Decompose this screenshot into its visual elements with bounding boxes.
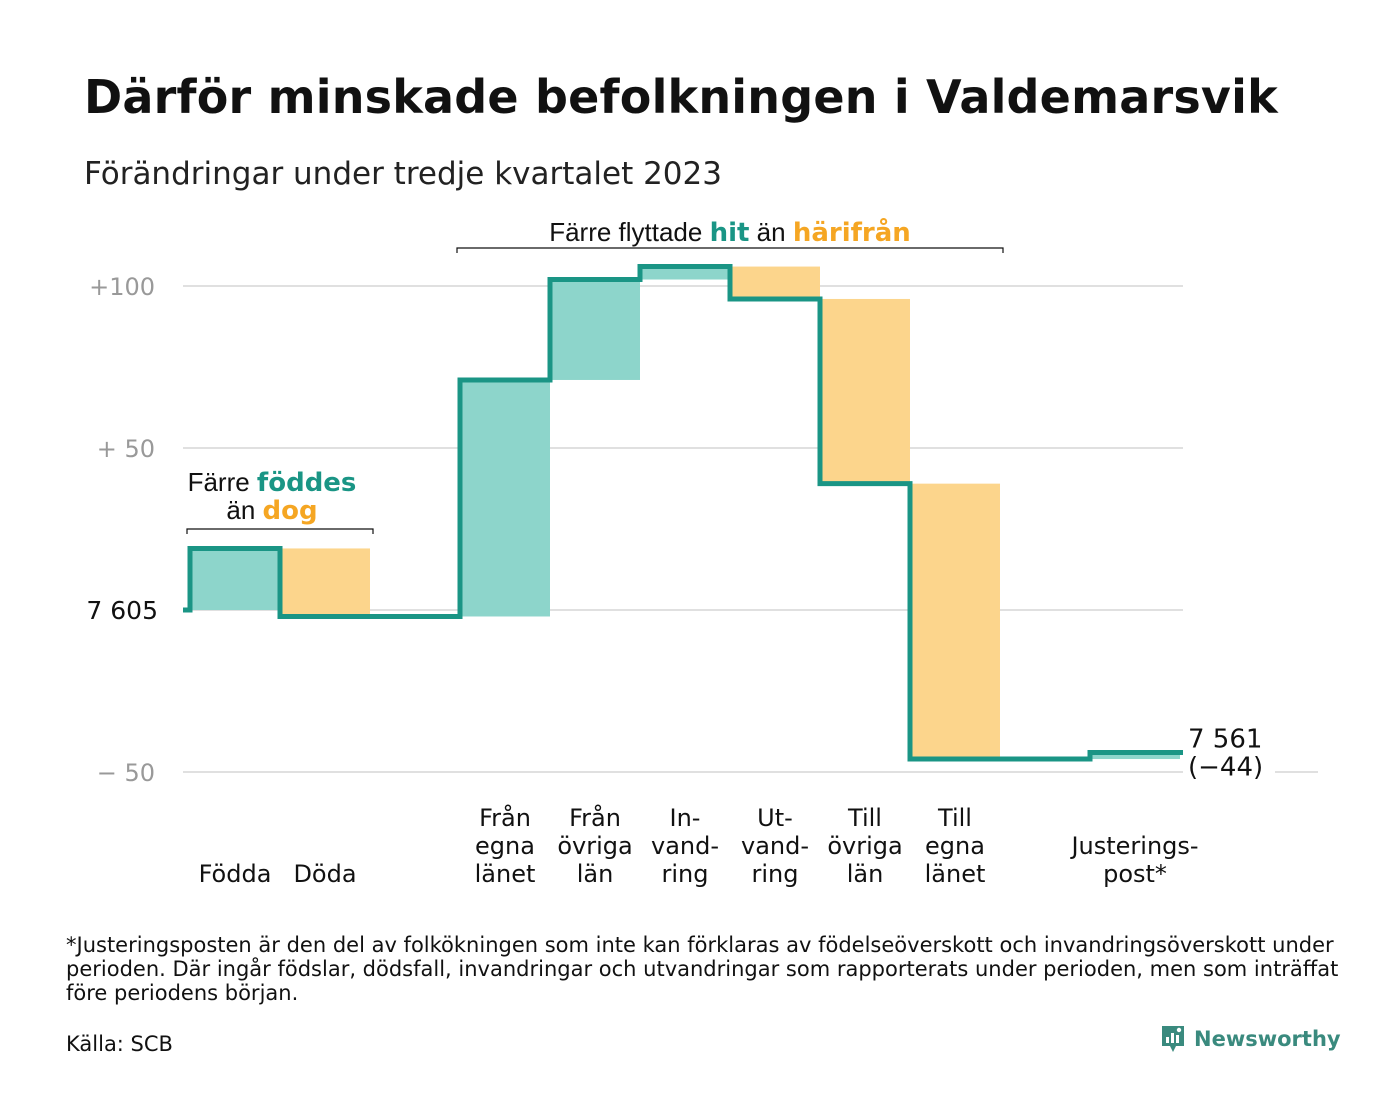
x-category-label-line: ring [752,860,799,888]
x-category-label-line: länet [475,860,536,888]
waterfall-bar [820,298,910,484]
annotation-part: dog [263,496,318,526]
x-category-label: Ut-vand-ring [741,804,809,888]
x-category-label: In-vand-ring [651,804,719,888]
x-category-label: Till övriga län [827,804,902,888]
x-category-label: Justerings-post* [1069,832,1198,888]
x-category-label: Döda [293,860,356,888]
annotation-births-line2: än dog [226,495,317,526]
annotation-moves: Färre flyttade hit än härifrån [549,216,911,248]
x-category-label-line: Från [479,803,531,832]
x-category-label-line: egna [475,832,535,860]
y-tick-label: − 50 [97,759,155,787]
x-category-label-line: Till [937,804,972,832]
source-label: Källa: SCB [66,1032,173,1056]
brand-logo: Newsworthy [1160,1024,1341,1054]
waterfall-bar [730,266,820,299]
annotation-part: Färre flyttade [549,217,709,247]
annotation-part: föddes [257,468,357,498]
annotation-part: hit [710,218,750,248]
x-category-label-line: ring [662,860,709,888]
waterfall-bar [910,483,1000,760]
x-category-label: Till egna länet [925,804,986,888]
end-value-label: 7 561 [1188,725,1262,755]
x-category-label-line: vand- [651,832,719,860]
waterfall-bar [280,548,370,617]
x-category-label-line: egna [925,832,985,860]
x-category-label-line: Till [847,804,882,832]
annotation-part: Färre [188,467,257,497]
waterfall-bar [460,379,550,617]
x-category-label-line: län [577,860,614,888]
y-tick-label: +100 [89,273,155,301]
annotation-part: härifrån [793,216,911,248]
brand-name: Newsworthy [1194,1027,1341,1051]
x-category-label-line: län [847,860,884,888]
start-value-label: 7 605 [86,596,158,625]
x-category-label-line: Döda [293,860,356,888]
x-category-label-line: länet [925,860,986,888]
end-change-label: (−44) [1188,753,1263,783]
annotation-bracket [456,247,1004,253]
x-category-label: Födda [199,860,272,888]
annotation-part: än [749,217,792,247]
page-title: Därför minskade befolkningen i Valdemars… [84,70,1278,124]
x-category-label-line: övriga [557,832,632,860]
waterfall-bar [640,266,730,280]
y-tick-label: + 50 [97,435,155,463]
x-category-label-line: övriga [827,832,902,860]
annotation-births-line1: Färre föddes [188,467,357,498]
x-category-label-line: post* [1103,860,1167,888]
x-category-label: Från övriga län [557,803,632,888]
cumulative-step-line [183,264,1183,762]
x-category-label-line: Födda [199,860,272,888]
x-category-label-line: In- [670,804,701,832]
annotation-part: än [226,495,262,525]
waterfall-bar [190,548,280,610]
page-subtitle: Förändringar under tredje kvartalet 2023 [84,156,722,192]
x-category-label-line: Ut- [757,804,793,832]
x-category-label-line: vand- [741,832,809,860]
footnote: *Justeringsposten är den del av folkökni… [66,933,1339,1005]
x-category-label: Från egna länet [475,803,536,888]
annotation-bracket [186,528,374,534]
x-category-label-line: Från [569,803,621,832]
x-category-label-line: Justerings- [1069,832,1198,860]
waterfall-bar [550,279,640,380]
waterfall-bar [1090,752,1180,760]
newsworthy-logo-icon [1162,1026,1184,1052]
